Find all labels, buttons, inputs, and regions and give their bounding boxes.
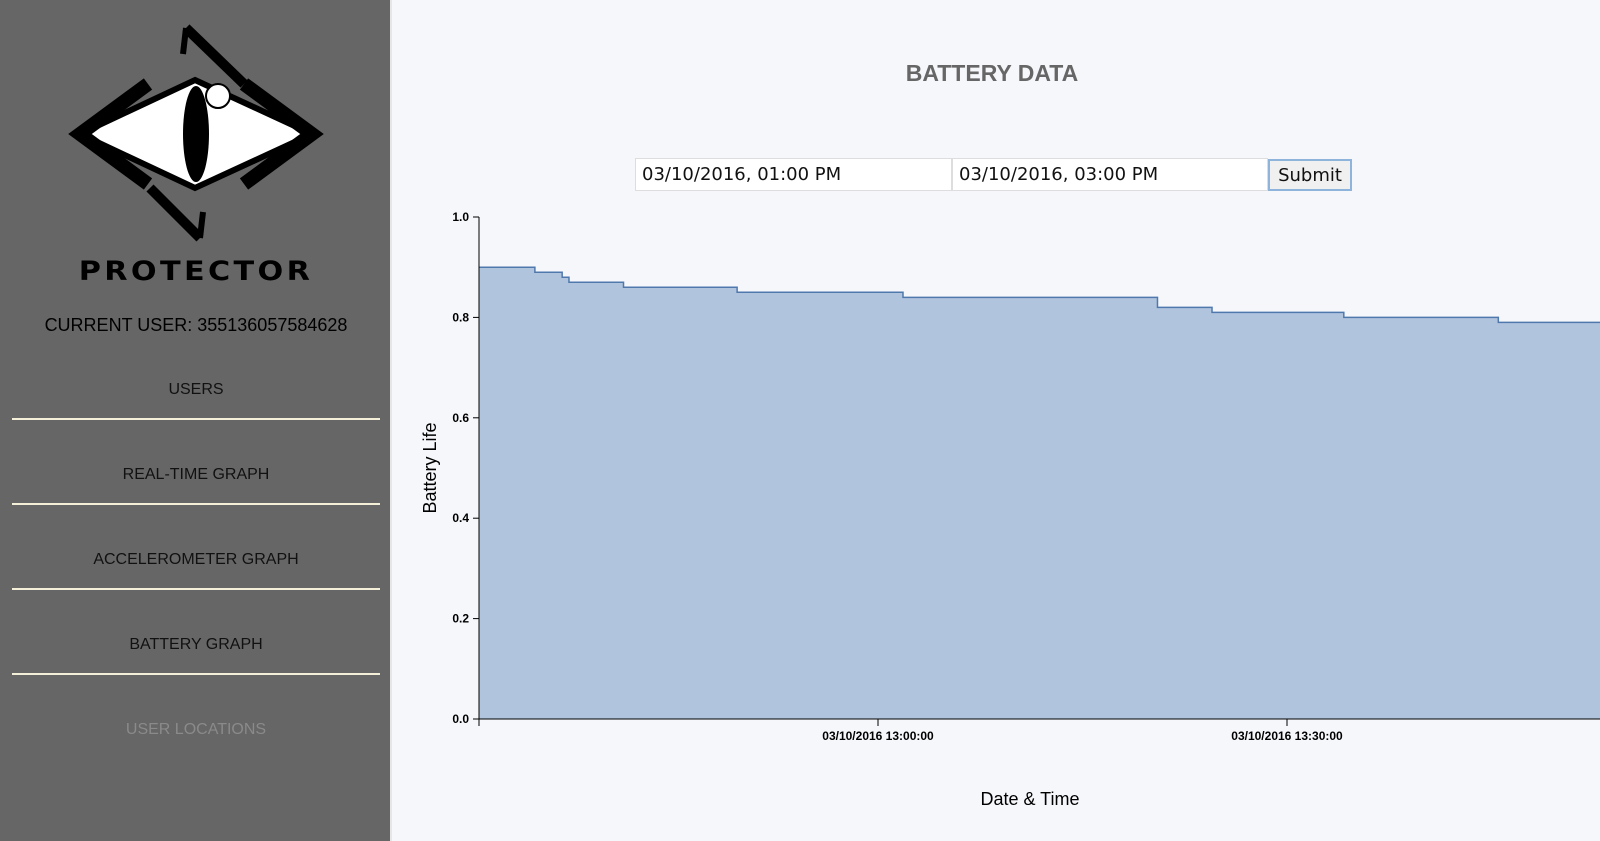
x-axis: 03/10/2016 13:00:00 03/10/2016 13:30:00 — [478, 718, 1600, 743]
nav-divider — [12, 673, 380, 675]
x-tick-label: 03/10/2016 13:00:00 — [822, 729, 934, 743]
current-user-label: CURRENT USER: 355136057584628 — [44, 315, 348, 335]
y-tick-label: 0.8 — [452, 310, 469, 324]
submit-button[interactable]: Submit — [1268, 159, 1352, 191]
sidebar-nav: USERS REAL-TIME GRAPH ACCELEROMETER GRAP… — [12, 360, 380, 785]
sidebar-item-label: USER LOCATIONS — [125, 720, 267, 738]
sidebar-item-label: ACCELEROMETER GRAPH — [93, 550, 299, 568]
sidebar-item-user-locations[interactable]: USER LOCATIONS — [12, 700, 380, 785]
y-axis-label: Battery Life — [420, 422, 440, 513]
x-axis-label: Date & Time — [980, 789, 1079, 809]
sidebar-item-label: USERS — [168, 380, 224, 398]
y-tick-label: 0.6 — [452, 411, 469, 425]
y-tick-label: 0.2 — [452, 612, 469, 626]
sidebar-item-accelerometer-graph[interactable]: ACCELEROMETER GRAPH — [12, 530, 380, 615]
page-title: BATTERY DATA — [905, 60, 1079, 86]
sidebar-item-real-time-graph[interactable]: REAL-TIME GRAPH — [12, 445, 380, 530]
y-tick-label: 0.4 — [452, 511, 469, 525]
sidebar-item-users[interactable]: USERS — [12, 360, 380, 445]
nav-divider — [12, 418, 380, 420]
battery-chart: 0.00.20.40.60.81.0 03/10/2016 13:00:00 03… — [420, 210, 1600, 809]
battery-area — [479, 267, 1600, 719]
sidebar-item-label: BATTERY GRAPH — [129, 635, 263, 653]
battery-line — [479, 266, 1600, 324]
protector-logo — [0, 0, 392, 300]
end-datetime-input[interactable] — [952, 158, 1268, 191]
start-datetime-input[interactable] — [635, 158, 952, 191]
x-tick-label: 03/10/2016 13:30:00 — [1231, 729, 1343, 743]
sidebar-item-label: REAL-TIME GRAPH — [122, 465, 270, 483]
brand-name: PROTECTOR — [78, 256, 314, 287]
y-tick-label: 1.0 — [452, 210, 469, 224]
sidebar-item-battery-graph[interactable]: BATTERY GRAPH — [12, 615, 380, 700]
y-tick-label: 0.0 — [452, 712, 469, 726]
sidebar: PROTECTOR CURRENT USER: 355136057584628 … — [0, 0, 392, 841]
nav-divider — [12, 503, 380, 505]
y-axis: 0.0 0.2 0.4 0.6 0.8 1.0 — [452, 210, 480, 726]
nav-divider — [12, 588, 380, 590]
